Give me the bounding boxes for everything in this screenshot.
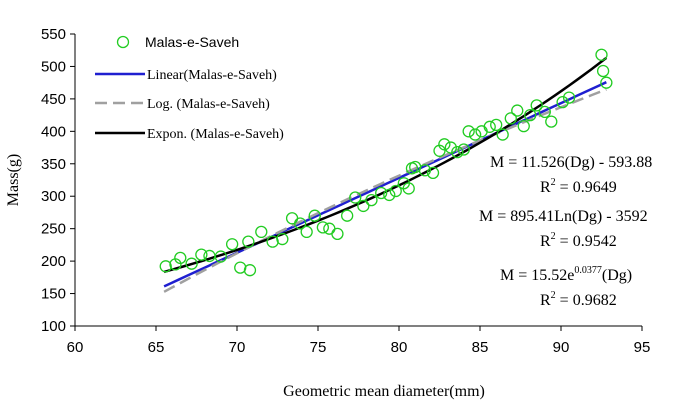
legend-label-linear: Linear(Malas-e-Saveh)	[147, 68, 277, 83]
x-tick-label: 85	[472, 339, 489, 356]
data-point	[316, 221, 330, 234]
data-point	[242, 235, 255, 248]
y-tick-label: 250	[41, 221, 66, 238]
equation-linear: M = 11.526(Dg) - 593.88	[490, 154, 652, 171]
data-point	[462, 125, 475, 138]
x-axis-title: Geometric mean diameter(mm)	[283, 383, 485, 400]
data-point	[195, 248, 208, 261]
data-point	[308, 209, 321, 222]
x-tick-label: 75	[310, 339, 327, 356]
data-point	[383, 188, 396, 202]
data-point	[418, 164, 432, 177]
y-tick-label: 550	[41, 26, 66, 43]
data-point	[349, 191, 362, 204]
x-tick-label: 65	[148, 339, 165, 356]
data-point	[596, 64, 610, 78]
fit-line-log	[163, 88, 607, 293]
data-point	[438, 138, 451, 151]
y-tick-label: 500	[41, 58, 66, 75]
data-point	[375, 186, 388, 200]
y-tick-label: 450	[41, 91, 66, 108]
data-point	[595, 48, 608, 61]
data-point	[517, 119, 530, 133]
x-tick-label: 70	[229, 339, 246, 356]
x-tick-label: 95	[634, 339, 651, 356]
data-point	[214, 250, 227, 263]
data-point	[444, 141, 457, 154]
equations: M = 11.526(Dg) - 593.88 R2 = 0.9649 M = …	[479, 154, 652, 309]
data-point	[524, 108, 537, 122]
axes: 60 65 70 75 80 85 90 95 100 150 200 250 300 350 400 450…	[41, 26, 650, 356]
data-point	[511, 104, 524, 117]
data-point	[331, 227, 344, 241]
legend-marker-points	[116, 35, 130, 49]
data-points	[159, 48, 613, 277]
data-point	[323, 222, 336, 235]
data-point	[402, 182, 415, 195]
data-point	[185, 257, 198, 270]
y-tick-label: 400	[41, 123, 66, 140]
data-point	[600, 76, 613, 89]
data-point	[365, 193, 378, 207]
data-point	[225, 238, 239, 251]
data-point	[285, 212, 299, 225]
data-point	[483, 120, 496, 133]
y-tick-label: 200	[41, 253, 66, 270]
data-point	[504, 112, 517, 125]
data-point	[530, 99, 543, 112]
data-point	[538, 105, 551, 119]
data-point	[243, 264, 257, 277]
data-point	[496, 128, 509, 141]
y-tick-label: 100	[41, 318, 66, 335]
x-tick-label: 90	[553, 339, 570, 356]
data-point	[389, 184, 402, 198]
legend-label-points: Malas-e-Saveh	[145, 34, 239, 50]
data-point	[255, 225, 268, 239]
data-point	[468, 128, 482, 141]
y-tick-label: 350	[41, 156, 66, 173]
x-tick-label: 60	[67, 339, 84, 356]
r2-exp: R2 = 0.9682	[540, 290, 617, 309]
data-point	[426, 166, 440, 180]
equation-log: M = 895.41Ln(Dg) - 3592	[479, 208, 648, 225]
legend-label-exp: Expon. (Malas-e-Saveh)	[147, 127, 284, 142]
y-tick-label: 300	[41, 188, 66, 205]
r2-log: R2 = 0.9542	[540, 231, 617, 250]
y-axis-title: Mass(g)	[5, 154, 22, 206]
y-tick-label: 150	[41, 286, 66, 303]
data-point	[457, 143, 470, 156]
data-point	[300, 225, 313, 239]
data-point	[490, 118, 503, 131]
x-tick-label: 80	[391, 339, 408, 356]
data-point	[276, 232, 289, 246]
legend: Malas-e-Saveh Linear(Malas-e-Saveh) Log.…	[95, 34, 284, 142]
data-point	[357, 199, 370, 213]
data-point	[341, 209, 354, 222]
fit-lines	[163, 56, 608, 293]
equation-exp: M = 15.52e0.0377(Dg)	[500, 265, 632, 284]
data-point	[174, 251, 187, 265]
data-point	[294, 217, 307, 230]
data-point	[556, 95, 569, 109]
data-point	[475, 125, 488, 138]
data-point	[159, 260, 172, 273]
data-point	[451, 145, 464, 159]
data-point	[545, 115, 558, 128]
legend-label-log: Log. (Malas-e-Saveh)	[147, 97, 270, 112]
r2-linear: R2 = 0.9649	[540, 177, 617, 196]
data-point	[562, 91, 576, 104]
